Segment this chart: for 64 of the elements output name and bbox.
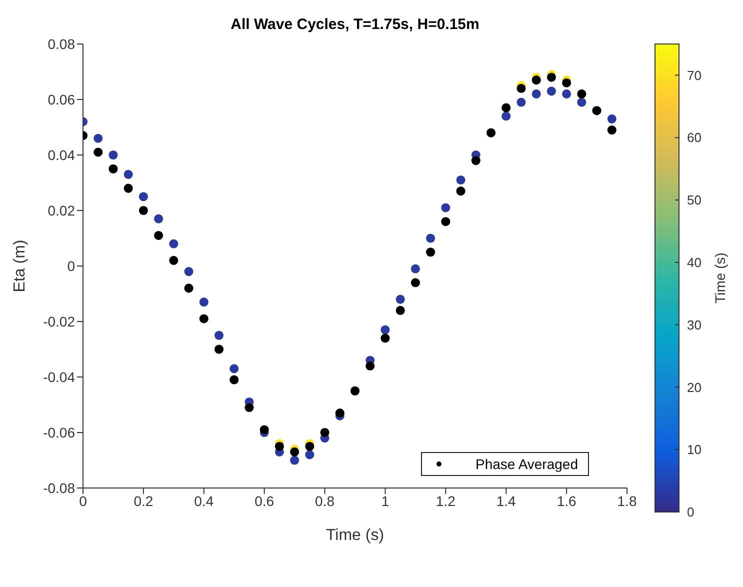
color-bar-label: 30 bbox=[687, 317, 702, 332]
point bbox=[274, 442, 284, 451]
x-tick-label: 0.4 bbox=[194, 492, 214, 509]
point bbox=[396, 294, 405, 304]
point bbox=[305, 442, 314, 451]
point bbox=[199, 298, 208, 307]
y-tick-label: -0.06 bbox=[43, 424, 76, 440]
x-tick-label: 0.2 bbox=[134, 492, 154, 509]
y-tick-label: 0.04 bbox=[48, 146, 76, 163]
point bbox=[532, 89, 541, 98]
y-tick-label: 0 bbox=[67, 258, 76, 274]
color-bar-title: Time (s) bbox=[712, 252, 728, 304]
x-tick-label: 0.6 bbox=[254, 492, 274, 509]
y-axis-title: Eta (m) bbox=[12, 240, 29, 292]
x-tick-label: 1.8 bbox=[617, 492, 637, 509]
color-bar-label: 10 bbox=[687, 442, 702, 458]
point bbox=[577, 98, 586, 107]
point bbox=[562, 78, 572, 88]
point bbox=[426, 234, 436, 243]
color-bar-label: 20 bbox=[687, 380, 702, 395]
color-bar-label: 0 bbox=[687, 504, 694, 520]
point bbox=[94, 134, 103, 143]
x-axis-title: Time (s) bbox=[326, 527, 384, 544]
point bbox=[380, 325, 390, 334]
y-tick-label: 0.06 bbox=[48, 91, 76, 108]
color-bar-label: 50 bbox=[687, 192, 702, 208]
point bbox=[502, 112, 511, 121]
point bbox=[290, 447, 300, 456]
color-bar-label: 70 bbox=[687, 68, 702, 83]
y-tick-label: -0.04 bbox=[43, 368, 76, 385]
point bbox=[124, 170, 133, 179]
point bbox=[410, 264, 420, 274]
point bbox=[154, 214, 164, 224]
point bbox=[441, 203, 450, 212]
point bbox=[108, 150, 118, 160]
x-tick-label: 1.6 bbox=[556, 492, 576, 509]
text: Phase Averaged bbox=[476, 456, 578, 472]
x-tick-label: 0.8 bbox=[315, 492, 335, 509]
color-bar-label: 40 bbox=[687, 254, 702, 270]
y-tick-label: -0.08 bbox=[43, 480, 76, 496]
point bbox=[516, 98, 526, 107]
point bbox=[290, 456, 300, 465]
point bbox=[546, 72, 556, 82]
point bbox=[532, 76, 541, 85]
y-tick-label: -0.02 bbox=[43, 313, 76, 330]
point bbox=[138, 192, 148, 202]
point bbox=[214, 330, 224, 340]
chart-title: All Wave Cycles, T=1.75s, H=0.15m bbox=[230, 16, 480, 33]
point bbox=[516, 84, 526, 93]
x-tick-label: 1.2 bbox=[436, 492, 456, 509]
point bbox=[169, 239, 178, 248]
point bbox=[456, 175, 466, 184]
point bbox=[230, 364, 239, 374]
point bbox=[607, 114, 616, 124]
x-tick-label: 1.4 bbox=[496, 492, 516, 509]
point bbox=[546, 86, 556, 96]
color-bar-label: 60 bbox=[687, 130, 702, 146]
x-tick-label: 0 bbox=[79, 492, 88, 509]
point bbox=[305, 450, 314, 460]
y-tick-label: 0.08 bbox=[48, 36, 76, 52]
x-tick-label: 1 bbox=[381, 492, 390, 509]
y-tick-label: 0.02 bbox=[48, 202, 76, 218]
point bbox=[562, 89, 572, 98]
point bbox=[184, 267, 194, 276]
